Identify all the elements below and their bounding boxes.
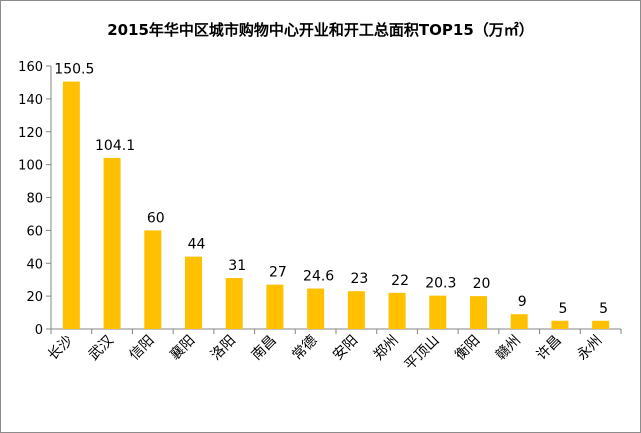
x-category-label: 永州 <box>574 333 605 364</box>
data-label: 20 <box>473 276 491 292</box>
data-label: 60 <box>147 210 165 226</box>
bar-series <box>62 81 610 329</box>
x-category-label: 南昌 <box>249 333 280 364</box>
category-labels: 长沙 武汉 信阳 襄阳 洛阳 南昌 常德 安阳 郑州 平顶山 衡阳 赣州 许昌 永州 <box>45 333 605 374</box>
data-label: 5 <box>558 301 567 317</box>
bar <box>510 314 528 329</box>
bar <box>307 288 325 329</box>
bar <box>144 230 162 329</box>
bar <box>62 81 80 329</box>
chart-axes: 0 20 40 60 80 100 120 140 160 <box>18 60 622 338</box>
y-tick-label: 160 <box>18 60 43 75</box>
bar <box>347 291 365 329</box>
data-label: 44 <box>188 237 206 253</box>
x-category-label: 衡阳 <box>452 333 483 364</box>
x-category-label: 襄阳 <box>167 333 198 364</box>
x-category-label: 长沙 <box>45 333 76 364</box>
y-tick-label: 140 <box>18 93 43 108</box>
bar <box>470 296 487 329</box>
y-tick-label: 0 <box>35 323 43 338</box>
bar <box>185 256 202 329</box>
y-tick-label: 20 <box>26 290 43 305</box>
x-category-label: 赣州 <box>493 333 524 364</box>
y-tick-label: 40 <box>26 257 43 272</box>
y-tick-label: 80 <box>26 192 43 207</box>
data-label: 27 <box>269 265 287 281</box>
data-label: 23 <box>350 271 368 287</box>
data-label: 31 <box>228 258 246 274</box>
bar <box>225 278 243 329</box>
x-category-label: 平顶山 <box>402 333 443 374</box>
y-tick-label: 120 <box>18 126 43 141</box>
x-category-label: 常德 <box>289 333 320 364</box>
data-label: 5 <box>599 301 608 317</box>
x-category-label: 安阳 <box>330 333 361 364</box>
bar <box>266 284 284 329</box>
data-label: 24.6 <box>303 269 334 285</box>
data-label: 22 <box>391 273 409 289</box>
x-category-label: 洛阳 <box>208 333 239 364</box>
y-tick-label: 60 <box>26 224 43 239</box>
data-label: 150.5 <box>54 62 94 78</box>
data-label: 20.3 <box>425 276 456 292</box>
bar <box>551 320 569 329</box>
y-tick-label: 100 <box>18 159 43 174</box>
x-category-label: 信阳 <box>127 333 158 364</box>
chart-title: 2015年华中区城市购物中心开业和开工总面积TOP15（万㎡） <box>107 21 534 39</box>
x-category-label: 许昌 <box>534 333 565 364</box>
x-category-label: 郑州 <box>371 333 402 364</box>
bar <box>103 157 121 329</box>
x-category-label: 武汉 <box>86 333 117 364</box>
bar <box>388 292 406 329</box>
data-labels: 150.5 104.1 60 44 31 27 24.6 23 22 20.3 20 9 5 5 <box>54 62 608 317</box>
bar <box>429 295 447 329</box>
bar <box>592 320 610 329</box>
data-label: 104.1 <box>95 138 135 154</box>
data-label: 9 <box>518 294 527 310</box>
